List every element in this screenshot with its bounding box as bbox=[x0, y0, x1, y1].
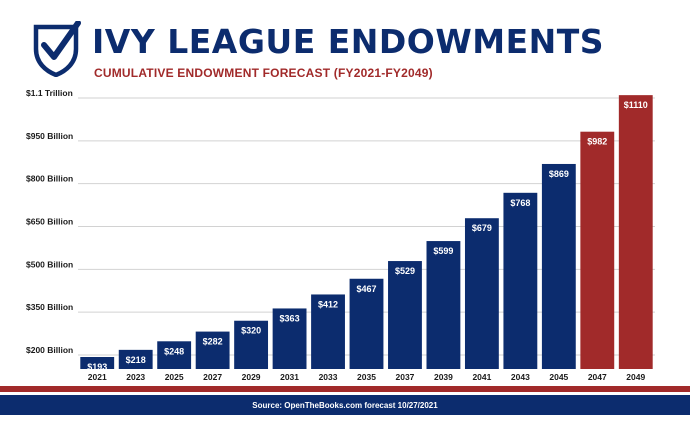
y-tick-label: $200 Billion bbox=[26, 345, 73, 355]
x-tick-label: 2035 bbox=[357, 372, 376, 382]
y-tick-label: $800 Billion bbox=[26, 174, 73, 184]
bar-value-label: $982 bbox=[587, 137, 607, 147]
bar-value-label: $218 bbox=[126, 355, 146, 365]
x-tick-label: 2027 bbox=[203, 372, 222, 382]
footer-stripe-red bbox=[0, 386, 690, 392]
bar-value-label: $248 bbox=[164, 346, 184, 356]
y-tick-label: $650 Billion bbox=[26, 217, 73, 227]
bar bbox=[426, 241, 461, 369]
x-tick-label: 2049 bbox=[626, 372, 645, 382]
source-note: Source: OpenTheBooks.com forecast 10/27/… bbox=[252, 400, 438, 410]
x-tick-label: 2021 bbox=[88, 372, 107, 382]
x-tick-label: 2029 bbox=[242, 372, 261, 382]
bar bbox=[618, 95, 653, 370]
x-tick-label: 2037 bbox=[396, 372, 415, 382]
bar bbox=[541, 163, 576, 369]
x-tick-label: 2039 bbox=[434, 372, 453, 382]
x-tick-label: 2043 bbox=[511, 372, 530, 382]
bar bbox=[580, 131, 615, 369]
x-tick-label: 2033 bbox=[319, 372, 338, 382]
page-title: IVY LEAGUE ENDOWMENTS bbox=[92, 22, 605, 61]
x-tick-label: 2047 bbox=[588, 372, 607, 382]
bar-value-label: $1110 bbox=[624, 100, 648, 110]
y-tick-label: $950 Billion bbox=[26, 131, 73, 141]
bar bbox=[503, 192, 538, 369]
shield-check-icon bbox=[33, 21, 81, 77]
bar-value-label: $467 bbox=[356, 284, 376, 294]
footer-bar: Source: OpenTheBooks.com forecast 10/27/… bbox=[0, 395, 690, 415]
bar bbox=[272, 308, 307, 369]
bar bbox=[195, 331, 230, 369]
bar-value-label: $282 bbox=[203, 337, 223, 347]
x-tick-label: 2023 bbox=[126, 372, 145, 382]
page-subtitle: CUMULATIVE ENDOWMENT FORECAST (FY2021-FY… bbox=[94, 66, 433, 80]
bar-value-label: $599 bbox=[433, 246, 453, 256]
bar bbox=[157, 341, 192, 369]
bar bbox=[349, 278, 384, 369]
bar-value-label: $679 bbox=[472, 223, 492, 233]
y-tick-label: $500 Billion bbox=[26, 259, 73, 269]
bar-value-label: $412 bbox=[318, 299, 338, 309]
x-tick-label: 2045 bbox=[549, 372, 568, 382]
bar bbox=[118, 349, 153, 369]
bar bbox=[464, 218, 499, 369]
y-tick-label: $1.1 Trillion bbox=[26, 88, 73, 98]
x-tick-label: 2031 bbox=[280, 372, 299, 382]
bar-value-label: $529 bbox=[395, 266, 415, 276]
bar bbox=[234, 320, 269, 369]
bar-value-label: $193 bbox=[87, 362, 107, 372]
bar bbox=[388, 261, 422, 369]
bar-value-label: $320 bbox=[241, 326, 261, 336]
x-tick-label: 2025 bbox=[165, 372, 184, 382]
y-tick-label: $350 Billion bbox=[26, 302, 73, 312]
bar-value-label: $363 bbox=[280, 313, 300, 323]
x-tick-label: 2041 bbox=[472, 372, 491, 382]
bar-value-label: $869 bbox=[549, 169, 569, 179]
bar bbox=[80, 356, 115, 369]
bar-value-label: $768 bbox=[510, 198, 530, 208]
bar bbox=[311, 294, 345, 369]
